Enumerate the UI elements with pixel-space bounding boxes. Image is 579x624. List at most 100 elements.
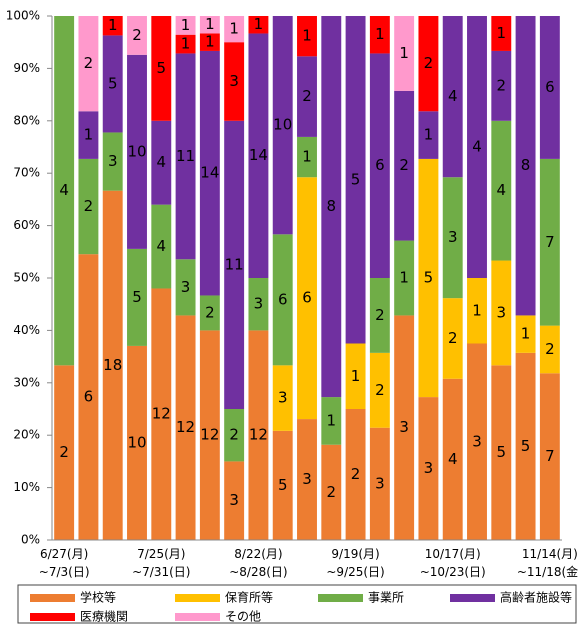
bar-segment [442,378,463,540]
bar-segment [175,53,196,260]
bar-segment [539,158,560,326]
bar-segment [127,345,147,540]
bar-segment [102,132,123,191]
bar-segment [442,177,463,299]
y-tick-label: 100% [6,9,40,23]
data-label: 3 [375,474,385,492]
bar-segment [175,259,196,316]
bar-segment [345,16,366,344]
data-label: 7 [545,447,555,465]
data-label: 6 [545,78,555,96]
bar-segment [297,56,317,137]
bar-segment [418,397,439,540]
bar-segment [515,16,536,316]
bar-segment [78,16,99,112]
data-label: 6 [375,156,385,174]
data-label: 11 [176,147,195,165]
data-label: 3 [497,303,507,321]
data-label: 1 [375,25,385,43]
x-tick-line: 7/25(月) [137,547,185,561]
data-label: 3 [108,152,118,170]
data-label: 5 [424,269,434,287]
bar-segment [199,330,220,540]
y-tick-label: 10% [13,480,40,494]
data-label: 2 [59,443,69,461]
x-tick-line: ~7/31(日) [132,565,190,579]
legend-swatch [318,594,363,602]
bar-segment [54,365,75,540]
x-tick-line: ~8/28(日) [229,565,287,579]
data-label: 3 [448,228,458,246]
data-label: 1 [424,126,434,144]
bar-segment [539,16,560,159]
bar-segment [151,120,172,205]
bar-segment [102,16,123,36]
data-label: 8 [521,156,531,174]
y-tick-label: 40% [13,323,40,337]
bar-segment [78,111,99,159]
y-tick-label: 90% [13,61,40,75]
bar-segment [442,16,463,178]
data-label: 7 [545,233,555,251]
x-tick-label: 11/14(月) ~11/18(金) [517,547,579,579]
data-label: 5 [521,437,531,455]
bar-segment [491,365,512,540]
data-label: 2 [132,26,142,44]
data-label: 10 [127,142,146,160]
data-label: 1 [351,367,361,385]
data-label: 4 [157,153,167,171]
bar-segment [394,240,415,316]
bar-segment [491,16,512,51]
bar-segment [78,158,99,255]
bar-segment [369,352,390,428]
x-tick-label: 9/19(月) ~9/25(日) [326,547,384,579]
data-label: 3 [399,418,409,436]
x-tick-line: 9/19(月) [331,547,379,561]
data-label: 11 [225,255,244,273]
data-label: 1 [254,15,264,33]
legend-swatch [30,613,75,621]
bar-segment [394,90,415,241]
data-label: 2 [448,329,458,347]
x-tick-label: 6/27(月) ~7/3(日) [39,547,90,579]
data-label: 5 [157,59,167,77]
data-label: 2 [302,87,312,105]
bar-segment [224,461,245,540]
bar-segment [199,295,220,331]
bar-segment [321,16,342,398]
bar-segment [297,136,317,178]
bar-segment [467,343,487,540]
bar-segment [102,35,123,133]
bar-segment [151,288,172,540]
data-label: 2 [497,76,507,94]
bar-segment [248,33,269,278]
bar-segment [418,111,439,159]
bar-segment [418,16,439,112]
data-label: 4 [497,181,507,199]
bar-segment [369,53,390,278]
bar-segment [199,33,220,51]
bar-segment [297,16,317,57]
bar-segment [248,16,269,34]
data-label: 10 [273,116,292,134]
data-label: 6 [302,289,312,307]
bar-segment [224,120,245,410]
bar-segment [369,427,390,540]
data-label: 1 [399,269,409,287]
data-label: 5 [132,288,142,306]
bar-segment [345,343,366,409]
data-label: 1 [84,126,94,144]
data-label: 4 [448,450,458,468]
data-label: 6 [278,290,288,308]
data-label: 1 [327,411,337,429]
bar-segment [175,315,196,540]
bar-segment [515,315,536,353]
data-label: 3 [229,491,239,509]
data-label: 6 [84,388,94,406]
bar-segment [539,373,560,540]
x-tick-line: ~9/25(日) [326,565,384,579]
bar-segment [151,204,172,289]
legend-swatch [175,613,220,621]
data-label: 1 [181,16,191,34]
x-tick-line: ~11/18(金) [517,564,579,579]
